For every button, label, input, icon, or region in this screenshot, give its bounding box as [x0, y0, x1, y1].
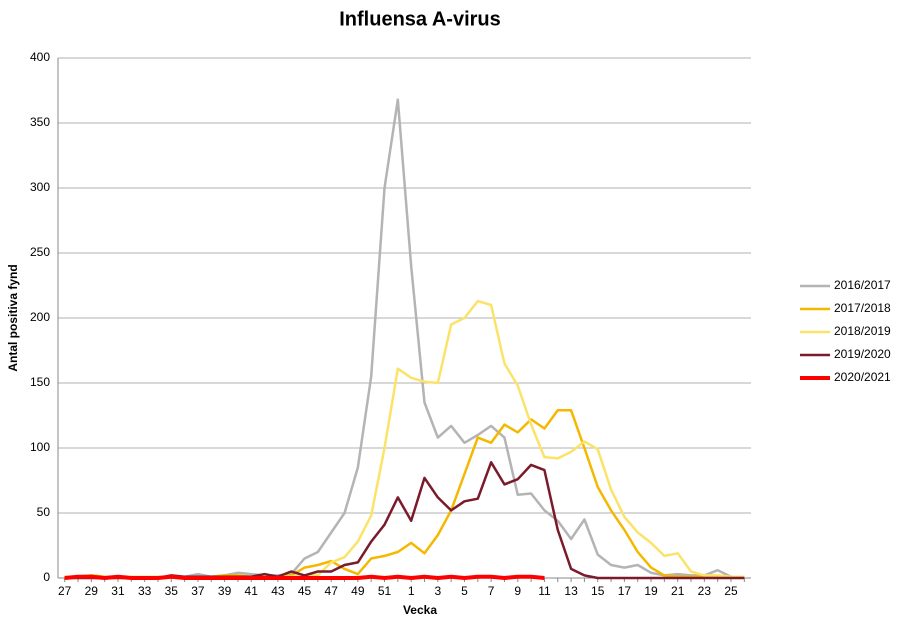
x-tick-label: 11 [538, 584, 551, 598]
x-tick-label: 21 [671, 584, 685, 598]
series-line [64, 299, 745, 578]
x-tick-label: 23 [698, 584, 712, 598]
y-tick-label: 0 [43, 570, 50, 584]
y-tick-label: 250 [30, 245, 50, 259]
legend-label: 2018/2019 [834, 324, 891, 338]
x-tick-label: 51 [378, 584, 392, 598]
x-tick-label: 45 [298, 584, 312, 598]
x-tick-label: 25 [724, 584, 738, 598]
series-line [64, 461, 745, 580]
x-tick-label: 19 [644, 584, 658, 598]
y-tick-label: 150 [30, 375, 50, 389]
x-tick-label: 43 [271, 584, 285, 598]
y-tick-label: 200 [30, 310, 50, 324]
x-tick-label: 29 [85, 584, 99, 598]
legend-label: 2020/2021 [834, 370, 891, 384]
x-tick-label: 33 [138, 584, 152, 598]
chart-title: Influensa A-virus [339, 8, 501, 30]
x-tick-label: 5 [461, 584, 468, 598]
series-line [64, 574, 545, 580]
x-tick-label: 15 [591, 584, 605, 598]
series-line [64, 98, 745, 580]
x-tick-label: 47 [325, 584, 339, 598]
legend-label: 2019/2020 [834, 347, 891, 361]
x-axis-label: Vecka [403, 603, 437, 617]
y-tick-label: 100 [30, 440, 50, 454]
y-tick-label: 50 [37, 505, 51, 519]
x-tick-label: 1 [408, 584, 415, 598]
x-tick-label: 49 [351, 584, 365, 598]
legend-label: 2017/2018 [834, 301, 891, 315]
x-tick-label: 3 [434, 584, 441, 598]
y-tick-label: 300 [30, 180, 50, 194]
x-tick-label: 41 [245, 584, 259, 598]
y-tick-label: 350 [30, 115, 50, 129]
legend-label: 2016/2017 [834, 278, 891, 292]
x-tick-label: 37 [191, 584, 205, 598]
y-tick-label: 400 [30, 50, 50, 64]
x-tick-label: 39 [218, 584, 232, 598]
x-tick-label: 17 [618, 584, 632, 598]
x-tick-label: 9 [514, 584, 521, 598]
x-tick-label: 27 [58, 584, 72, 598]
series-line [64, 409, 745, 578]
x-tick-label: 7 [488, 584, 495, 598]
x-tick-label: 31 [111, 584, 125, 598]
x-tick-label: 13 [564, 584, 578, 598]
x-tick-label: 35 [165, 584, 179, 598]
y-axis-label: Antal positiva fynd [6, 264, 20, 371]
